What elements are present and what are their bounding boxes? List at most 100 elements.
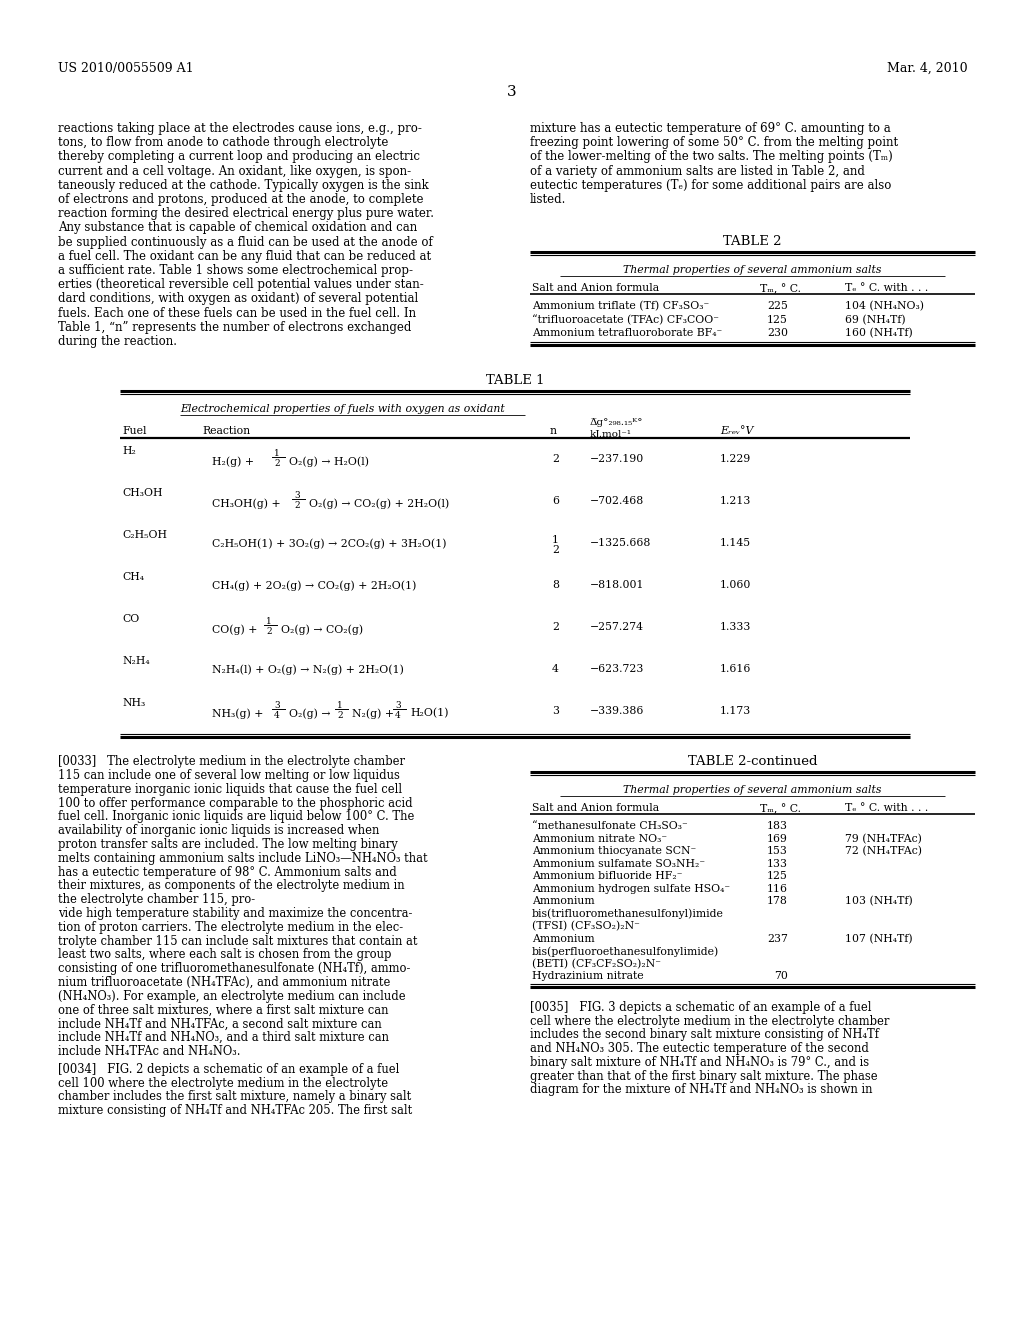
Text: 2: 2 xyxy=(552,545,559,556)
Text: one of three salt mixtures, where a first salt mixture can: one of three salt mixtures, where a firs… xyxy=(58,1003,388,1016)
Text: 115 can include one of several low melting or low liquidus: 115 can include one of several low melti… xyxy=(58,770,400,781)
Text: Ammonium sulfamate SO₃NH₂⁻: Ammonium sulfamate SO₃NH₂⁻ xyxy=(532,859,706,869)
Text: includes the second binary salt mixture consisting of NH₄Tf: includes the second binary salt mixture … xyxy=(530,1028,879,1041)
Text: US 2010/0055509 A1: US 2010/0055509 A1 xyxy=(58,62,194,75)
Text: 107 (NH₄Tf): 107 (NH₄Tf) xyxy=(845,933,912,944)
Text: 2: 2 xyxy=(294,502,300,511)
Text: mixture has a eutectic temperature of 69° C. amounting to a: mixture has a eutectic temperature of 69… xyxy=(530,121,891,135)
Text: Ammonium: Ammonium xyxy=(532,896,595,907)
Text: binary salt mixture of NH₄Tf and NH₄NO₃ is 79° C., and is: binary salt mixture of NH₄Tf and NH₄NO₃ … xyxy=(530,1056,869,1069)
Text: 72 (NH₄TFAc): 72 (NH₄TFAc) xyxy=(845,846,922,857)
Text: 100 to offer performance comparable to the phosphoric acid: 100 to offer performance comparable to t… xyxy=(58,796,413,809)
Text: C₂H₅OH(1) + 3O₂(g) → 2CO₂(g) + 3H₂O(1): C₂H₅OH(1) + 3O₂(g) → 2CO₂(g) + 3H₂O(1) xyxy=(212,539,446,549)
Text: bis(trifluoromethanesulfonyl)imide: bis(trifluoromethanesulfonyl)imide xyxy=(532,908,724,919)
Text: of electrons and protons, produced at the anode, to complete: of electrons and protons, produced at th… xyxy=(58,193,424,206)
Text: include NH₄Tf and NH₄NO₃, and a third salt mixture can: include NH₄Tf and NH₄NO₃, and a third sa… xyxy=(58,1031,389,1044)
Text: Table 1, “n” represents the number of electrons exchanged: Table 1, “n” represents the number of el… xyxy=(58,321,412,334)
Text: 1: 1 xyxy=(337,701,343,710)
Text: CO: CO xyxy=(122,614,139,624)
Text: diagram for the mixture of NH₄Tf and NH₄NO₃ is shown in: diagram for the mixture of NH₄Tf and NH₄… xyxy=(530,1084,872,1097)
Text: listed.: listed. xyxy=(530,193,566,206)
Text: 169: 169 xyxy=(767,834,788,843)
Text: 237: 237 xyxy=(767,933,788,944)
Text: 160 (NH₄Tf): 160 (NH₄Tf) xyxy=(845,329,912,338)
Text: 153: 153 xyxy=(767,846,788,857)
Text: 1.616: 1.616 xyxy=(720,664,752,675)
Text: a fuel cell. The oxidant can be any fluid that can be reduced at: a fuel cell. The oxidant can be any flui… xyxy=(58,249,431,263)
Text: CH₃OH: CH₃OH xyxy=(122,488,163,498)
Text: [0033]   The electrolyte medium in the electrolyte chamber: [0033] The electrolyte medium in the ele… xyxy=(58,755,406,768)
Text: 70: 70 xyxy=(774,972,788,981)
Text: H₂O(1): H₂O(1) xyxy=(410,709,449,718)
Text: 133: 133 xyxy=(767,859,788,869)
Text: least two salts, where each salt is chosen from the group: least two salts, where each salt is chos… xyxy=(58,948,391,961)
Text: of a variety of ammonium salts are listed in Table 2, and: of a variety of ammonium salts are liste… xyxy=(530,165,865,178)
Text: Ammonium: Ammonium xyxy=(532,933,595,944)
Text: fuel cell. Inorganic ionic liquids are liquid below 100° C. The: fuel cell. Inorganic ionic liquids are l… xyxy=(58,810,415,824)
Text: Ammonium nitrate NO₃⁻: Ammonium nitrate NO₃⁻ xyxy=(532,834,667,843)
Text: Ammonium bifluoride HF₂⁻: Ammonium bifluoride HF₂⁻ xyxy=(532,871,683,882)
Text: trolyte chamber 115 can include salt mixtures that contain at: trolyte chamber 115 can include salt mix… xyxy=(58,935,418,948)
Text: temperature inorganic ionic liquids that cause the fuel cell: temperature inorganic ionic liquids that… xyxy=(58,783,402,796)
Text: H₂(g) +: H₂(g) + xyxy=(212,457,254,467)
Text: be supplied continuously as a fluid can be used at the anode of: be supplied continuously as a fluid can … xyxy=(58,235,433,248)
Text: 1: 1 xyxy=(552,535,559,545)
Text: CH₄: CH₄ xyxy=(122,572,144,582)
Text: Electrochemical properties of fuels with oxygen as oxidant: Electrochemical properties of fuels with… xyxy=(180,404,505,414)
Text: include NH₄Tf and NH₄TFAc, a second salt mixture can: include NH₄Tf and NH₄TFAc, a second salt… xyxy=(58,1018,382,1031)
Text: Salt and Anion formula: Salt and Anion formula xyxy=(532,284,659,293)
Text: Mar. 4, 2010: Mar. 4, 2010 xyxy=(888,62,968,75)
Text: Fuel: Fuel xyxy=(122,426,146,436)
Text: tons, to flow from anode to cathode through electrolyte: tons, to flow from anode to cathode thro… xyxy=(58,136,388,149)
Text: 69 (NH₄Tf): 69 (NH₄Tf) xyxy=(845,314,905,325)
Text: 6: 6 xyxy=(552,496,559,506)
Text: 1.060: 1.060 xyxy=(720,581,752,590)
Text: 8: 8 xyxy=(552,581,559,590)
Text: reaction forming the desired electrical energy plus pure water.: reaction forming the desired electrical … xyxy=(58,207,434,220)
Text: kJ.mol⁻¹: kJ.mol⁻¹ xyxy=(590,430,632,440)
Text: N₂H₄(l) + O₂(g) → N₂(g) + 2H₂O(1): N₂H₄(l) + O₂(g) → N₂(g) + 2H₂O(1) xyxy=(212,664,403,675)
Text: Tₘ, ° C.: Tₘ, ° C. xyxy=(760,803,801,814)
Text: (NH₄NO₃). For example, an electrolyte medium can include: (NH₄NO₃). For example, an electrolyte me… xyxy=(58,990,406,1003)
Text: 2: 2 xyxy=(274,459,280,469)
Text: NH₃: NH₃ xyxy=(122,698,145,709)
Text: a sufficient rate. Table 1 shows some electrochemical prop-: a sufficient rate. Table 1 shows some el… xyxy=(58,264,413,277)
Text: bis(perfluoroethanesulfonylimide): bis(perfluoroethanesulfonylimide) xyxy=(532,946,719,957)
Text: 2: 2 xyxy=(552,454,559,465)
Text: 230: 230 xyxy=(767,329,788,338)
Text: O₂(g) →: O₂(g) → xyxy=(289,709,331,719)
Text: Thermal properties of several ammonium salts: Thermal properties of several ammonium s… xyxy=(624,785,882,795)
Text: NH₃(g) +: NH₃(g) + xyxy=(212,709,263,719)
Text: dard conditions, with oxygen as oxidant) of several potential: dard conditions, with oxygen as oxidant)… xyxy=(58,293,418,305)
Text: H₂: H₂ xyxy=(122,446,136,457)
Text: Ammonium hydrogen sulfate HSO₄⁻: Ammonium hydrogen sulfate HSO₄⁻ xyxy=(532,883,730,894)
Text: [0035]   FIG. 3 depicts a schematic of an example of a fuel: [0035] FIG. 3 depicts a schematic of an … xyxy=(530,1001,871,1014)
Text: 178: 178 xyxy=(767,896,788,907)
Text: Any substance that is capable of chemical oxidation and can: Any substance that is capable of chemica… xyxy=(58,222,417,235)
Text: Tₑ ° C. with . . .: Tₑ ° C. with . . . xyxy=(845,284,928,293)
Text: erties (theoretical reversible cell potential values under stan-: erties (theoretical reversible cell pote… xyxy=(58,279,424,292)
Text: 125: 125 xyxy=(767,314,788,325)
Text: Eᵣₑᵥ°V: Eᵣₑᵥ°V xyxy=(720,426,754,436)
Text: greater than that of the first binary salt mixture. The phase: greater than that of the first binary sa… xyxy=(530,1069,878,1082)
Text: TABLE 2: TABLE 2 xyxy=(723,235,781,248)
Text: 79 (NH₄TFAc): 79 (NH₄TFAc) xyxy=(845,834,922,843)
Text: freezing point lowering of some 50° C. from the melting point: freezing point lowering of some 50° C. f… xyxy=(530,136,898,149)
Text: during the reaction.: during the reaction. xyxy=(58,335,177,348)
Text: current and a cell voltage. An oxidant, like oxygen, is spon-: current and a cell voltage. An oxidant, … xyxy=(58,165,411,178)
Text: their mixtures, as components of the electrolyte medium in: their mixtures, as components of the ele… xyxy=(58,879,404,892)
Text: taneously reduced at the cathode. Typically oxygen is the sink: taneously reduced at the cathode. Typica… xyxy=(58,178,429,191)
Text: TABLE 2-continued: TABLE 2-continued xyxy=(688,755,817,768)
Text: 1.213: 1.213 xyxy=(720,496,752,506)
Text: Thermal properties of several ammonium salts: Thermal properties of several ammonium s… xyxy=(624,265,882,275)
Text: 2: 2 xyxy=(337,711,343,721)
Text: 2: 2 xyxy=(266,627,271,636)
Text: “trifluoroacetate (TFAc) CF₃COO⁻: “trifluoroacetate (TFAc) CF₃COO⁻ xyxy=(532,314,719,325)
Text: 2: 2 xyxy=(552,622,559,632)
Text: n: n xyxy=(550,426,557,436)
Text: [0034]   FIG. 2 depicts a schematic of an example of a fuel: [0034] FIG. 2 depicts a schematic of an … xyxy=(58,1063,399,1076)
Text: Ammonium thiocyanate SCN⁻: Ammonium thiocyanate SCN⁻ xyxy=(532,846,696,857)
Text: 1.173: 1.173 xyxy=(720,706,752,717)
Text: −702.468: −702.468 xyxy=(590,496,644,506)
Text: (BETI) (CF₃CF₂SO₂)₂N⁻: (BETI) (CF₃CF₂SO₂)₂N⁻ xyxy=(532,958,662,969)
